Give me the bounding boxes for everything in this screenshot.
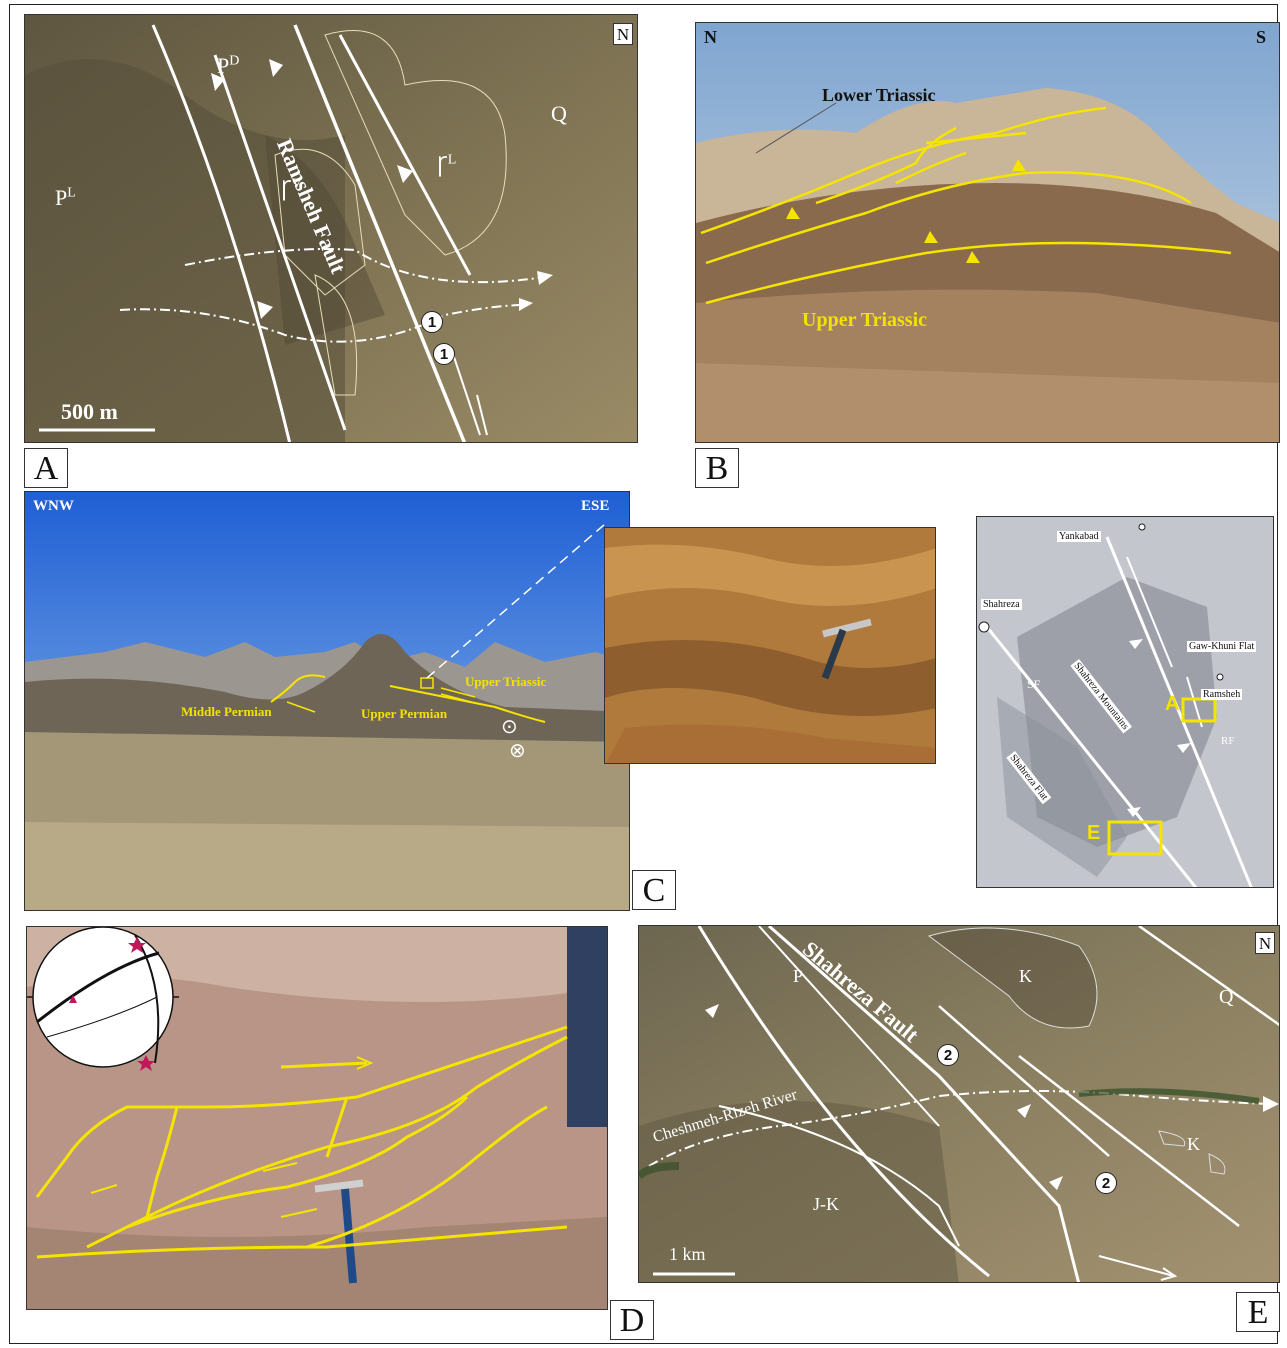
panel-c-graphics xyxy=(25,492,629,910)
panel-a-scale-label: 500 m xyxy=(61,399,118,424)
map-label-yankabad: Yankabad xyxy=(1057,531,1101,542)
map-box-e xyxy=(1107,820,1163,856)
panel-c-photo: WNW ESE Middle Permian Upper Permian Upp… xyxy=(24,491,630,911)
panel-e-unit-k2: K xyxy=(1187,1134,1200,1154)
panel-a-north-label: N xyxy=(613,23,633,45)
panel-c-closeup-photo xyxy=(604,527,936,764)
panel-b-label-lower-triassic: Lower Triassic xyxy=(822,85,936,105)
panel-c-label-middle-permian: Middle Permian xyxy=(181,704,272,719)
panel-c-symbol-out: ⊙ xyxy=(501,716,518,738)
figure-frame xyxy=(9,4,1278,1344)
panel-b-orient-s: S xyxy=(1256,27,1267,47)
panel-c-orient-ese: ESE xyxy=(581,498,610,514)
map-box-a-label: A xyxy=(1165,693,1180,715)
panel-d-letter: D xyxy=(610,1300,654,1340)
map-label-gaw-khuni-flat: Gaw-Khuni Flat xyxy=(1187,641,1257,652)
panel-a-unit-pl: PL xyxy=(55,185,76,210)
panel-b-label-upper-triassic: Upper Triassic xyxy=(802,309,928,331)
panel-e-unit-q: Q xyxy=(1219,986,1234,1008)
panel-d-photo xyxy=(26,926,608,1310)
panel-e-marker-2b: 2 xyxy=(1095,1172,1117,1194)
panel-c-letter: C xyxy=(632,870,676,910)
panel-e-letter: E xyxy=(1236,1292,1280,1332)
map-box-e-label: E xyxy=(1087,822,1101,844)
map-inset-graphics xyxy=(977,517,1273,887)
panel-b-graphics xyxy=(696,23,1279,442)
panel-c-orient-wnw: WNW xyxy=(33,498,74,514)
panel-e-marker-2a: 2 xyxy=(937,1044,959,1066)
panel-d-stereonet xyxy=(27,927,179,1071)
panel-e-satellite-image: N Shahreza Fault Cheshmeh-Rizeh River P … xyxy=(638,925,1280,1283)
panel-a-graphics xyxy=(25,15,637,442)
map-label-shahreza: Shahreza xyxy=(981,599,1022,610)
map-label-rf: RF xyxy=(1221,735,1235,747)
panel-c-symbol-in: ⊗ xyxy=(509,740,526,762)
panel-e-north-label: N xyxy=(1255,932,1275,954)
map-label-ramsheh: Ramsheh xyxy=(1201,689,1243,700)
panel-a-marker-1b: 1 xyxy=(433,343,455,365)
panel-c-label-upper-triassic: Upper Triassic xyxy=(465,674,547,689)
panel-e-graphics xyxy=(639,926,1279,1282)
panel-a-marker-1a: 1 xyxy=(421,311,443,333)
map-inset: Yankabad Shahreza Gaw-Khuni Flat Ramsheh… xyxy=(976,516,1274,888)
panel-e-unit-k1: K xyxy=(1019,966,1032,986)
panel-c-closeup-graphics xyxy=(605,528,935,763)
panel-b-letter: B xyxy=(695,448,739,488)
panel-e-scale-label: 1 km xyxy=(669,1244,706,1264)
map-label-sf: SF xyxy=(1027,677,1041,691)
panel-a-unit-pd: PD xyxy=(217,53,240,78)
panel-a-unit-q: Q xyxy=(551,101,567,126)
panel-b-photo: N S Lower Triassic Upper Triassic xyxy=(695,22,1280,443)
panel-a-unit-trl: ꞄL xyxy=(437,152,457,177)
map-box-a xyxy=(1181,697,1217,723)
panel-e-unit-p: P xyxy=(793,966,804,986)
panel-a-satellite-image: N Ramsheh Fault PL PD ꞄV ꞄL Q 1 1 500 m xyxy=(24,14,638,443)
panel-a-unit-trv: ꞄV xyxy=(281,176,302,201)
panel-a-letter: A xyxy=(24,448,68,488)
panel-e-unit-jk: J-K xyxy=(813,1194,839,1214)
panel-b-orient-n: N xyxy=(704,27,717,47)
panel-c-label-upper-permian: Upper Permian xyxy=(361,706,448,721)
panel-d-graphics xyxy=(27,927,607,1309)
